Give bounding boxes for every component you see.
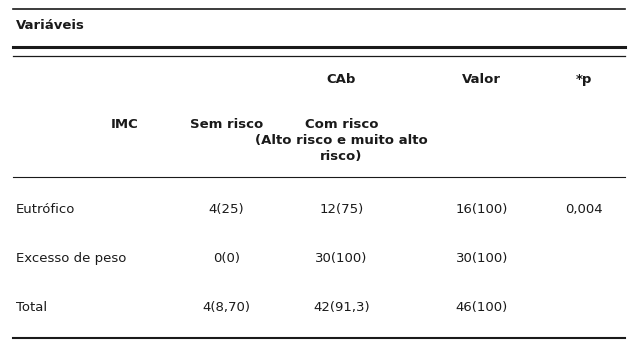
Text: Variáveis: Variáveis: [16, 19, 85, 32]
Text: Valor: Valor: [462, 73, 501, 86]
Text: 4(8,70): 4(8,70): [202, 301, 251, 314]
Text: IMC: IMC: [110, 118, 138, 131]
Text: Excesso de peso: Excesso de peso: [16, 252, 126, 265]
Text: *p: *p: [575, 73, 592, 86]
Text: 42(91,3): 42(91,3): [313, 301, 369, 314]
Text: Total: Total: [16, 301, 47, 314]
Text: CAb: CAb: [327, 73, 356, 86]
Text: 30(100): 30(100): [456, 252, 508, 265]
Text: 16(100): 16(100): [456, 203, 508, 217]
Text: 0(0): 0(0): [213, 252, 240, 265]
Text: Sem risco: Sem risco: [190, 118, 263, 131]
Text: 30(100): 30(100): [315, 252, 367, 265]
Text: 46(100): 46(100): [456, 301, 508, 314]
Text: Com risco
(Alto risco e muito alto
risco): Com risco (Alto risco e muito alto risco…: [255, 118, 427, 163]
Text: Eutrófico: Eutrófico: [16, 203, 75, 217]
Text: 0,004: 0,004: [565, 203, 602, 217]
Text: 4(25): 4(25): [209, 203, 244, 217]
Text: 12(75): 12(75): [319, 203, 364, 217]
